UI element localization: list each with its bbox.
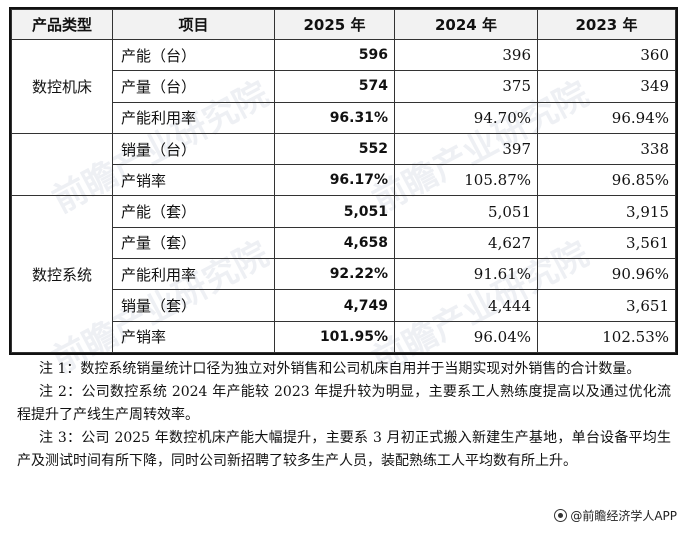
value-2024: 396 bbox=[394, 38, 538, 72]
item-cell: 产能（台） bbox=[112, 38, 275, 72]
value-2023: 96.94% bbox=[537, 101, 676, 134]
source-credit: @前瞻经济学人APP bbox=[554, 507, 677, 524]
table-row: 销量（台） 552 397 338 bbox=[11, 132, 676, 197]
value-2024: 397 bbox=[394, 132, 538, 166]
value-2025: 5,051 bbox=[274, 195, 395, 228]
table-row: 产能利用率 96.31% 94.70% 96.94% bbox=[12, 101, 676, 134]
value-2025: 552 bbox=[274, 132, 395, 166]
value-2024: 4,444 bbox=[394, 289, 538, 322]
value-2024: 105.87% bbox=[394, 164, 538, 197]
note-3: 注 3：公司 2025 年数控机床产能大幅提升，主要系 3 月初正式搬入新建生产… bbox=[17, 430, 671, 469]
value-2023: 96.85% bbox=[537, 164, 676, 197]
value-2025: 4,749 bbox=[274, 289, 395, 322]
value-2025: 92.22% bbox=[274, 258, 395, 291]
table-row: 数控系统 产能（套） 5,051 5,051 3,915 bbox=[11, 195, 676, 353]
value-2024: 375 bbox=[394, 70, 538, 103]
item-cell: 销量（套） bbox=[112, 289, 275, 322]
value-2025: 4,658 bbox=[274, 226, 395, 260]
value-2023: 3,561 bbox=[537, 226, 676, 260]
value-2023: 360 bbox=[537, 38, 676, 72]
header-2023: 2023 年 bbox=[537, 9, 676, 40]
value-2025: 101.95% bbox=[274, 320, 395, 354]
value-2025: 596 bbox=[274, 38, 395, 72]
table-row: 产量（台） 574 375 349 bbox=[12, 70, 676, 103]
note-1: 注 1：数控系统销量统计口径为独立对外销售和公司机床自用并于当期实现对外销售的合… bbox=[39, 361, 641, 377]
value-2024: 94.70% bbox=[394, 101, 538, 134]
item-cell: 产能（套） bbox=[112, 195, 275, 228]
value-2024: 91.61% bbox=[394, 258, 538, 291]
item-cell: 产销率 bbox=[112, 164, 275, 197]
header-2025: 2025 年 bbox=[274, 9, 395, 40]
value-2023: 3,651 bbox=[537, 289, 676, 322]
value-2023: 102.53% bbox=[537, 320, 676, 354]
value-2025: 574 bbox=[274, 70, 395, 103]
source-credit-text: @前瞻经济学人APP bbox=[570, 509, 677, 523]
value-2024: 96.04% bbox=[394, 320, 538, 354]
header-2024: 2024 年 bbox=[394, 9, 538, 40]
item-cell: 产能利用率 bbox=[112, 101, 275, 134]
product-type-cell: 数控机床 bbox=[11, 39, 113, 134]
item-cell: 销量（台） bbox=[112, 132, 275, 166]
product-type-cell bbox=[11, 132, 113, 197]
table-row: 产销率 96.17% 105.87% 96.85% bbox=[12, 164, 676, 197]
capacity-table: 产品类型 项目 2025 年 2024 年 2023 年 数控机床 产能（台） … bbox=[9, 7, 678, 355]
value-2023: 3,915 bbox=[537, 195, 676, 228]
table-row: 数控机床 产能（台） 596 396 360 bbox=[11, 38, 676, 134]
value-2023: 90.96% bbox=[537, 258, 676, 291]
value-2025: 96.31% bbox=[274, 101, 395, 134]
header-item: 项目 bbox=[112, 9, 275, 40]
value-2023: 349 bbox=[537, 70, 676, 103]
product-type-cell: 数控系统 bbox=[11, 195, 113, 353]
table-row: 销量（套） 4,749 4,444 3,651 bbox=[12, 289, 676, 322]
value-2025: 96.17% bbox=[274, 164, 395, 197]
header-product-type: 产品类型 bbox=[11, 9, 113, 40]
value-2024: 5,051 bbox=[394, 195, 538, 228]
note-2: 注 2：公司数控系统 2024 年产能较 2023 年提升较为明显，主要系工人熟… bbox=[17, 384, 671, 423]
value-2024: 4,627 bbox=[394, 226, 538, 260]
table-row: 产能利用率 92.22% 91.61% 90.96% bbox=[12, 258, 676, 291]
item-cell: 产能利用率 bbox=[112, 258, 275, 291]
notes-section: 注 1：数控系统销量统计口径为独立对外销售和公司机床自用并于当期实现对外销售的合… bbox=[17, 358, 671, 473]
item-cell: 产销率 bbox=[112, 320, 275, 354]
table-row: 产销率 101.95% 96.04% 102.53% bbox=[12, 320, 676, 354]
item-cell: 产量（台） bbox=[112, 70, 275, 103]
item-cell: 产量（套） bbox=[112, 226, 275, 260]
qianzhan-logo-icon bbox=[554, 509, 568, 522]
value-2023: 338 bbox=[537, 132, 676, 166]
table-header-row: 产品类型 项目 2025 年 2024 年 2023 年 bbox=[11, 9, 676, 40]
table-row: 产量（套） 4,658 4,627 3,561 bbox=[12, 226, 676, 260]
